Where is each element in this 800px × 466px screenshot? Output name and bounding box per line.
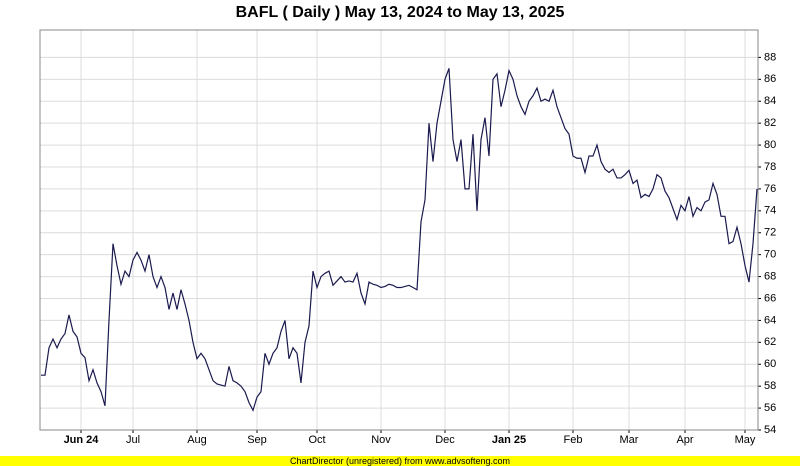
y-tick-label: 70 xyxy=(764,249,776,261)
x-tick-label: Apr xyxy=(676,434,693,446)
y-tick-label: 76 xyxy=(764,183,776,195)
y-tick-label: 62 xyxy=(764,336,776,348)
y-tick-label: 60 xyxy=(764,358,776,370)
y-tick-label: 86 xyxy=(764,73,776,85)
y-tick-label: 80 xyxy=(764,139,776,151)
y-tick-label: 84 xyxy=(764,95,776,107)
x-tick-label: Mar xyxy=(620,434,639,446)
y-tick-label: 78 xyxy=(764,161,776,173)
x-tick-label: May xyxy=(735,434,756,446)
x-tick-label: Jan 25 xyxy=(492,434,526,446)
y-tick-label: 56 xyxy=(764,402,776,414)
y-tick-label: 88 xyxy=(764,51,776,63)
plot-area xyxy=(40,30,758,430)
footer: ChartDirector (unregistered) from www.ad… xyxy=(290,456,510,466)
y-tick-label: 74 xyxy=(764,205,776,217)
y-tick-label: 66 xyxy=(764,292,776,304)
x-tick-label: Feb xyxy=(564,434,583,446)
chart-title: BAFL ( Daily ) May 13, 2024 to May 13, 2… xyxy=(236,4,565,21)
x-tick-label: Jun 24 xyxy=(64,434,100,446)
y-tick-label: 58 xyxy=(764,380,776,392)
x-tick-label: Dec xyxy=(435,434,455,446)
plot-border xyxy=(39,29,759,431)
y-tick-label: 54 xyxy=(764,424,776,436)
x-tick-label: Sep xyxy=(247,434,267,446)
x-tick-label: Aug xyxy=(187,434,207,446)
y-tick-label: 72 xyxy=(764,227,776,239)
x-tick-label: Jul xyxy=(126,434,140,446)
x-tick-label: Oct xyxy=(308,434,325,446)
x-tick-label: Nov xyxy=(371,434,391,446)
y-tick-label: 68 xyxy=(764,270,776,282)
price-line xyxy=(41,68,758,412)
y-tick-label: 64 xyxy=(764,314,776,326)
y-tick-label: 82 xyxy=(764,117,776,129)
footer-bar xyxy=(0,456,800,466)
